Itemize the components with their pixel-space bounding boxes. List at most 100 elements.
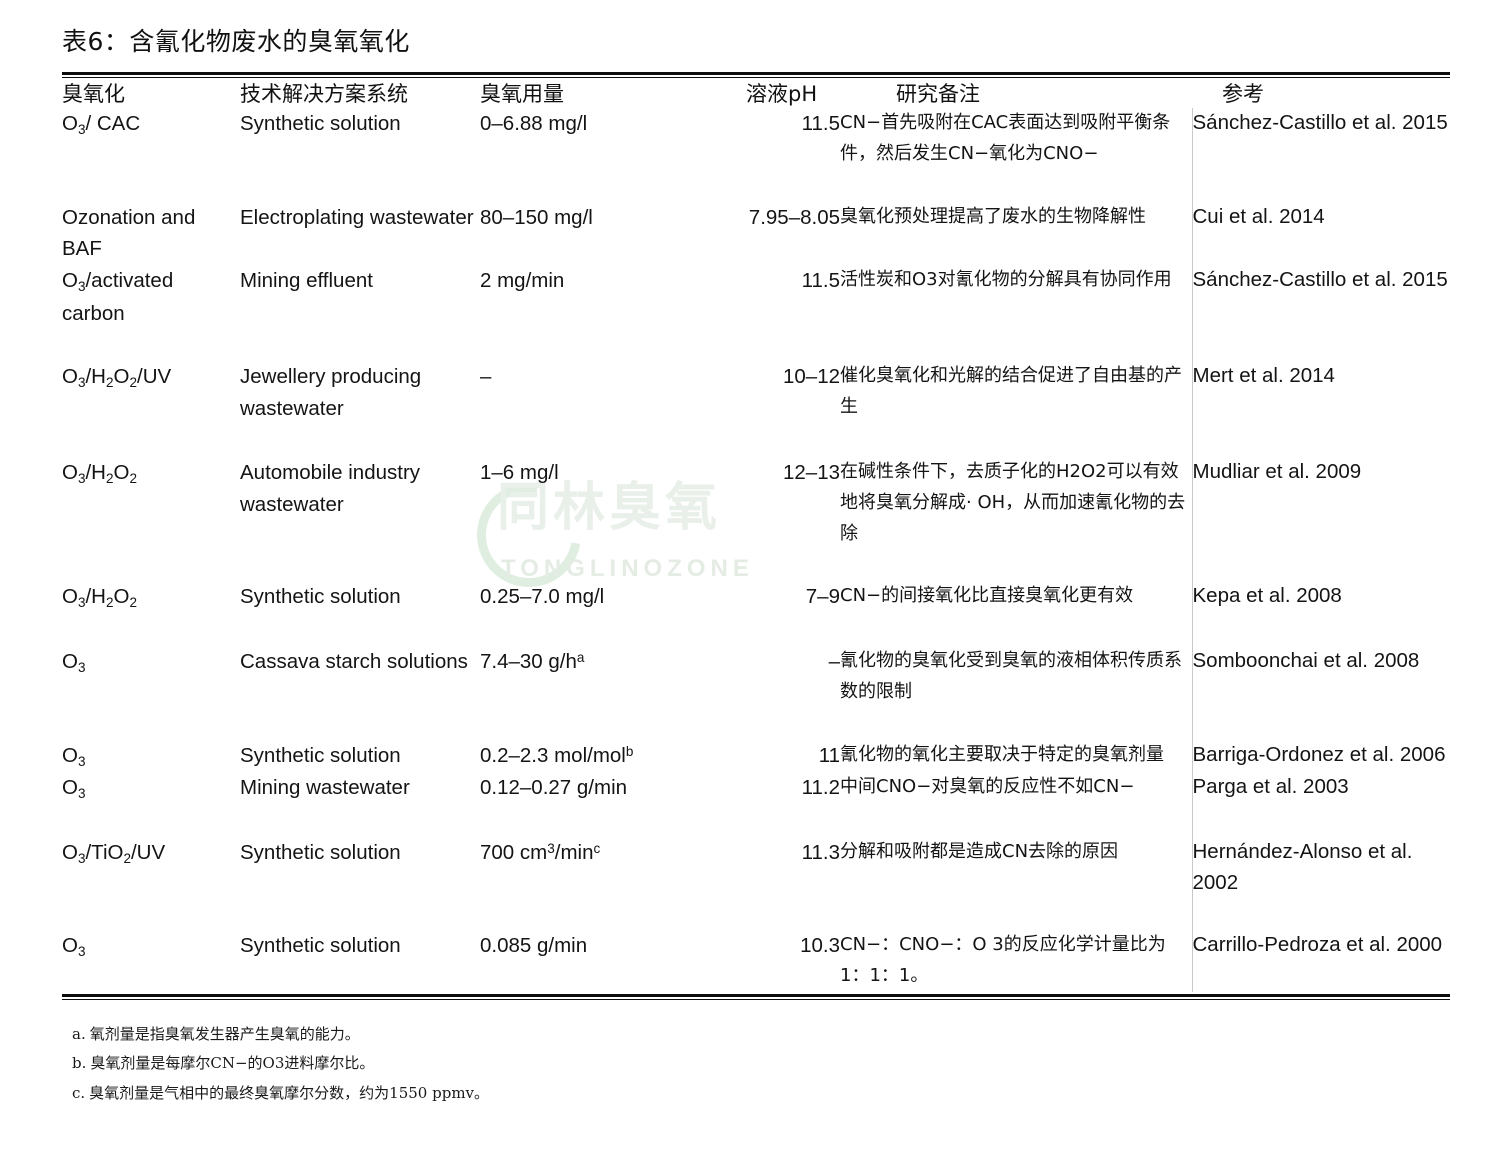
cell-notes: CN−首先吸附在CAC表面达到吸附平衡条件，然后发生CN−氧化为CNO− — [840, 108, 1193, 170]
footnote-text: 臭氧剂量是气相中的最终臭氧摩尔分数，约为1550 ppmv。 — [89, 1083, 490, 1102]
row-spacer-cell — [62, 898, 240, 930]
cell-notes: 分解和吸附都是造成CN去除的原因 — [840, 836, 1193, 899]
row-spacer-cell — [480, 898, 732, 930]
cell-system: Automobile industry wastewater — [240, 460, 421, 516]
footnote-a: a. 氧剂量是指臭氧发生器产生臭氧的能力。 — [62, 1020, 1450, 1049]
table-row: O3/activated carbon Mining effluent 2 mg/m… — [62, 265, 1450, 330]
cell-notes: 催化臭氧化和光解的结合促进了自由基的产生 — [840, 361, 1193, 426]
cell-dose: 80–150 mg/l — [480, 205, 593, 229]
row-spacer-cell — [840, 169, 1193, 202]
cell-reference: Sánchez-Castillo et al. 2015 — [1192, 111, 1448, 134]
row-spacer-cell — [732, 614, 840, 646]
footnote-b: b. 臭氧剂量是每摩尔CN−的O3进料摩尔比。 — [62, 1049, 1450, 1078]
row-spacer-cell — [1192, 330, 1450, 362]
cell-system: Synthetic solution — [240, 585, 401, 609]
row-spacer-cell — [840, 805, 1193, 837]
cell-ph: 11.2 — [801, 776, 840, 800]
row-spacer-cell — [732, 425, 840, 457]
row-spacer-cell — [1192, 708, 1450, 740]
row-spacer — [62, 805, 1450, 837]
cell-dose: 0–6.88 mg/l — [480, 112, 588, 135]
row-spacer — [62, 425, 1450, 457]
footnote-marker: a. — [72, 1025, 86, 1044]
cell-notes: 中间CNO−对臭氧的反应性不如CN− — [840, 772, 1193, 806]
row-spacer — [62, 707, 1450, 740]
cell-process: O3/TiO2/UV — [62, 840, 166, 866]
cell-notes: 活性炭和O3对氰化物的分解具有协同作用 — [840, 265, 1193, 330]
column-header-reference: 参考 — [1222, 82, 1264, 106]
cell-notes: 氰化物的氧化主要取决于特定的臭氧剂量 — [840, 739, 1193, 773]
cell-system: Synthetic solution — [240, 112, 401, 135]
row-spacer-cell — [840, 425, 1193, 457]
row-spacer-cell — [240, 170, 480, 202]
cell-dose: 2 mg/min — [480, 269, 565, 293]
row-spacer-cell — [480, 805, 732, 837]
cell-ph: 11 — [818, 743, 840, 767]
cell-reference: Hernández-Alonso et al. 2002 — [1192, 839, 1413, 894]
row-spacer-cell — [1192, 550, 1450, 582]
row-spacer — [62, 614, 1450, 646]
row-spacer — [62, 898, 1450, 931]
cell-process: O3/H2O2/UV — [62, 365, 172, 391]
footnote-marker: b. — [72, 1054, 87, 1073]
table-row: O3 Cassava starch solutions 7.4–30 g/ha – 氰化… — [62, 645, 1450, 708]
table-row: O3/ CAC Synthetic solution 0–6.88 mg/l 11.5… — [62, 108, 1450, 170]
row-spacer-cell — [732, 170, 840, 202]
cell-ph: 7–9 — [805, 585, 840, 609]
table-row: O3/TiO2/UV Synthetic solution 700 cm3/minc… — [62, 836, 1450, 899]
cell-dose: – — [480, 365, 492, 389]
cell-process: O3/H2O2 — [62, 460, 137, 486]
cell-ph: 10–12 — [782, 365, 840, 389]
cell-system: Synthetic solution — [240, 743, 401, 767]
row-spacer-cell — [1192, 425, 1450, 457]
cell-notes: CN−的间接氧化比直接臭氧化更有效 — [840, 581, 1193, 615]
footnote-c: c. 臭氧剂量是气相中的最终臭氧摩尔分数，约为1550 ppmv。 — [62, 1079, 1450, 1108]
row-spacer-cell — [732, 550, 840, 582]
table-row: O3 Synthetic solution 0.2–2.3 mol/molb 11 氰化… — [62, 739, 1450, 773]
row-spacer-cell — [840, 329, 1193, 362]
column-header-ph: 溶液pH — [746, 82, 818, 106]
cell-process: O3 — [62, 776, 86, 802]
cell-notes: 臭氧化预处理提高了废水的生物降解性 — [840, 201, 1193, 266]
row-spacer-cell — [480, 614, 732, 646]
cell-system: Mining effluent — [240, 269, 373, 293]
row-spacer-cell — [240, 708, 480, 740]
cell-reference: Mudliar et al. 2009 — [1192, 459, 1362, 483]
cell-system: Synthetic solution — [240, 840, 401, 864]
row-spacer-cell — [62, 708, 240, 740]
row-spacer-cell — [1192, 170, 1450, 202]
table-title: 表6：含氰化物废水的臭氧氧化 — [62, 27, 410, 56]
table-row: O3/H2O2 Synthetic solution 0.25–7.0 mg/l 7–… — [62, 581, 1450, 615]
cell-reference: Cui et al. 2014 — [1192, 204, 1325, 228]
cell-dose: 0.2–2.3 mol/molb — [480, 743, 634, 767]
row-spacer-cell — [480, 550, 732, 582]
cell-notes: 氰化物的臭氧化受到臭氧的液相体积传质系数的限制 — [840, 645, 1193, 708]
row-spacer-cell — [480, 708, 732, 740]
cell-ph: 7.95–8.05 — [748, 205, 840, 229]
table-bottom-rule — [62, 994, 1450, 1001]
cell-process: O3 — [62, 743, 86, 769]
column-header-process: 臭氧化 — [62, 82, 125, 106]
row-spacer-cell — [732, 708, 840, 740]
row-spacer-cell — [732, 330, 840, 362]
header-row: 臭氧化 技术解决方案系统 臭氧用量 溶液pH 研究备注 参考 — [62, 78, 1450, 108]
cell-reference: Carrillo-Pedroza et al. 2000 — [1192, 933, 1443, 957]
row-spacer-cell — [840, 614, 1193, 646]
row-spacer-cell — [1192, 898, 1450, 930]
cell-dose: 700 cm3/minc — [480, 840, 601, 864]
row-spacer — [62, 329, 1450, 362]
row-spacer-cell — [62, 614, 240, 646]
ozonation-table: 臭氧化 技术解决方案系统 臭氧用量 溶液pH 研究备注 参考 O3/ CAC Sy… — [62, 78, 1450, 993]
cell-ph: 11.3 — [801, 840, 840, 864]
row-spacer-cell — [240, 805, 480, 837]
row-spacer — [62, 549, 1450, 582]
row-spacer-cell — [62, 550, 240, 582]
cell-reference: Somboonchai et al. 2008 — [1192, 648, 1420, 672]
cell-system: Electroplating wastewater — [240, 205, 474, 229]
cell-ph: 11.5 — [801, 269, 840, 293]
cell-reference: Barriga-Ordonez et al. 2006 — [1192, 742, 1446, 766]
row-spacer-cell — [732, 898, 840, 930]
cell-dose: 0.085 g/min — [480, 934, 588, 958]
row-spacer-cell — [62, 330, 240, 362]
